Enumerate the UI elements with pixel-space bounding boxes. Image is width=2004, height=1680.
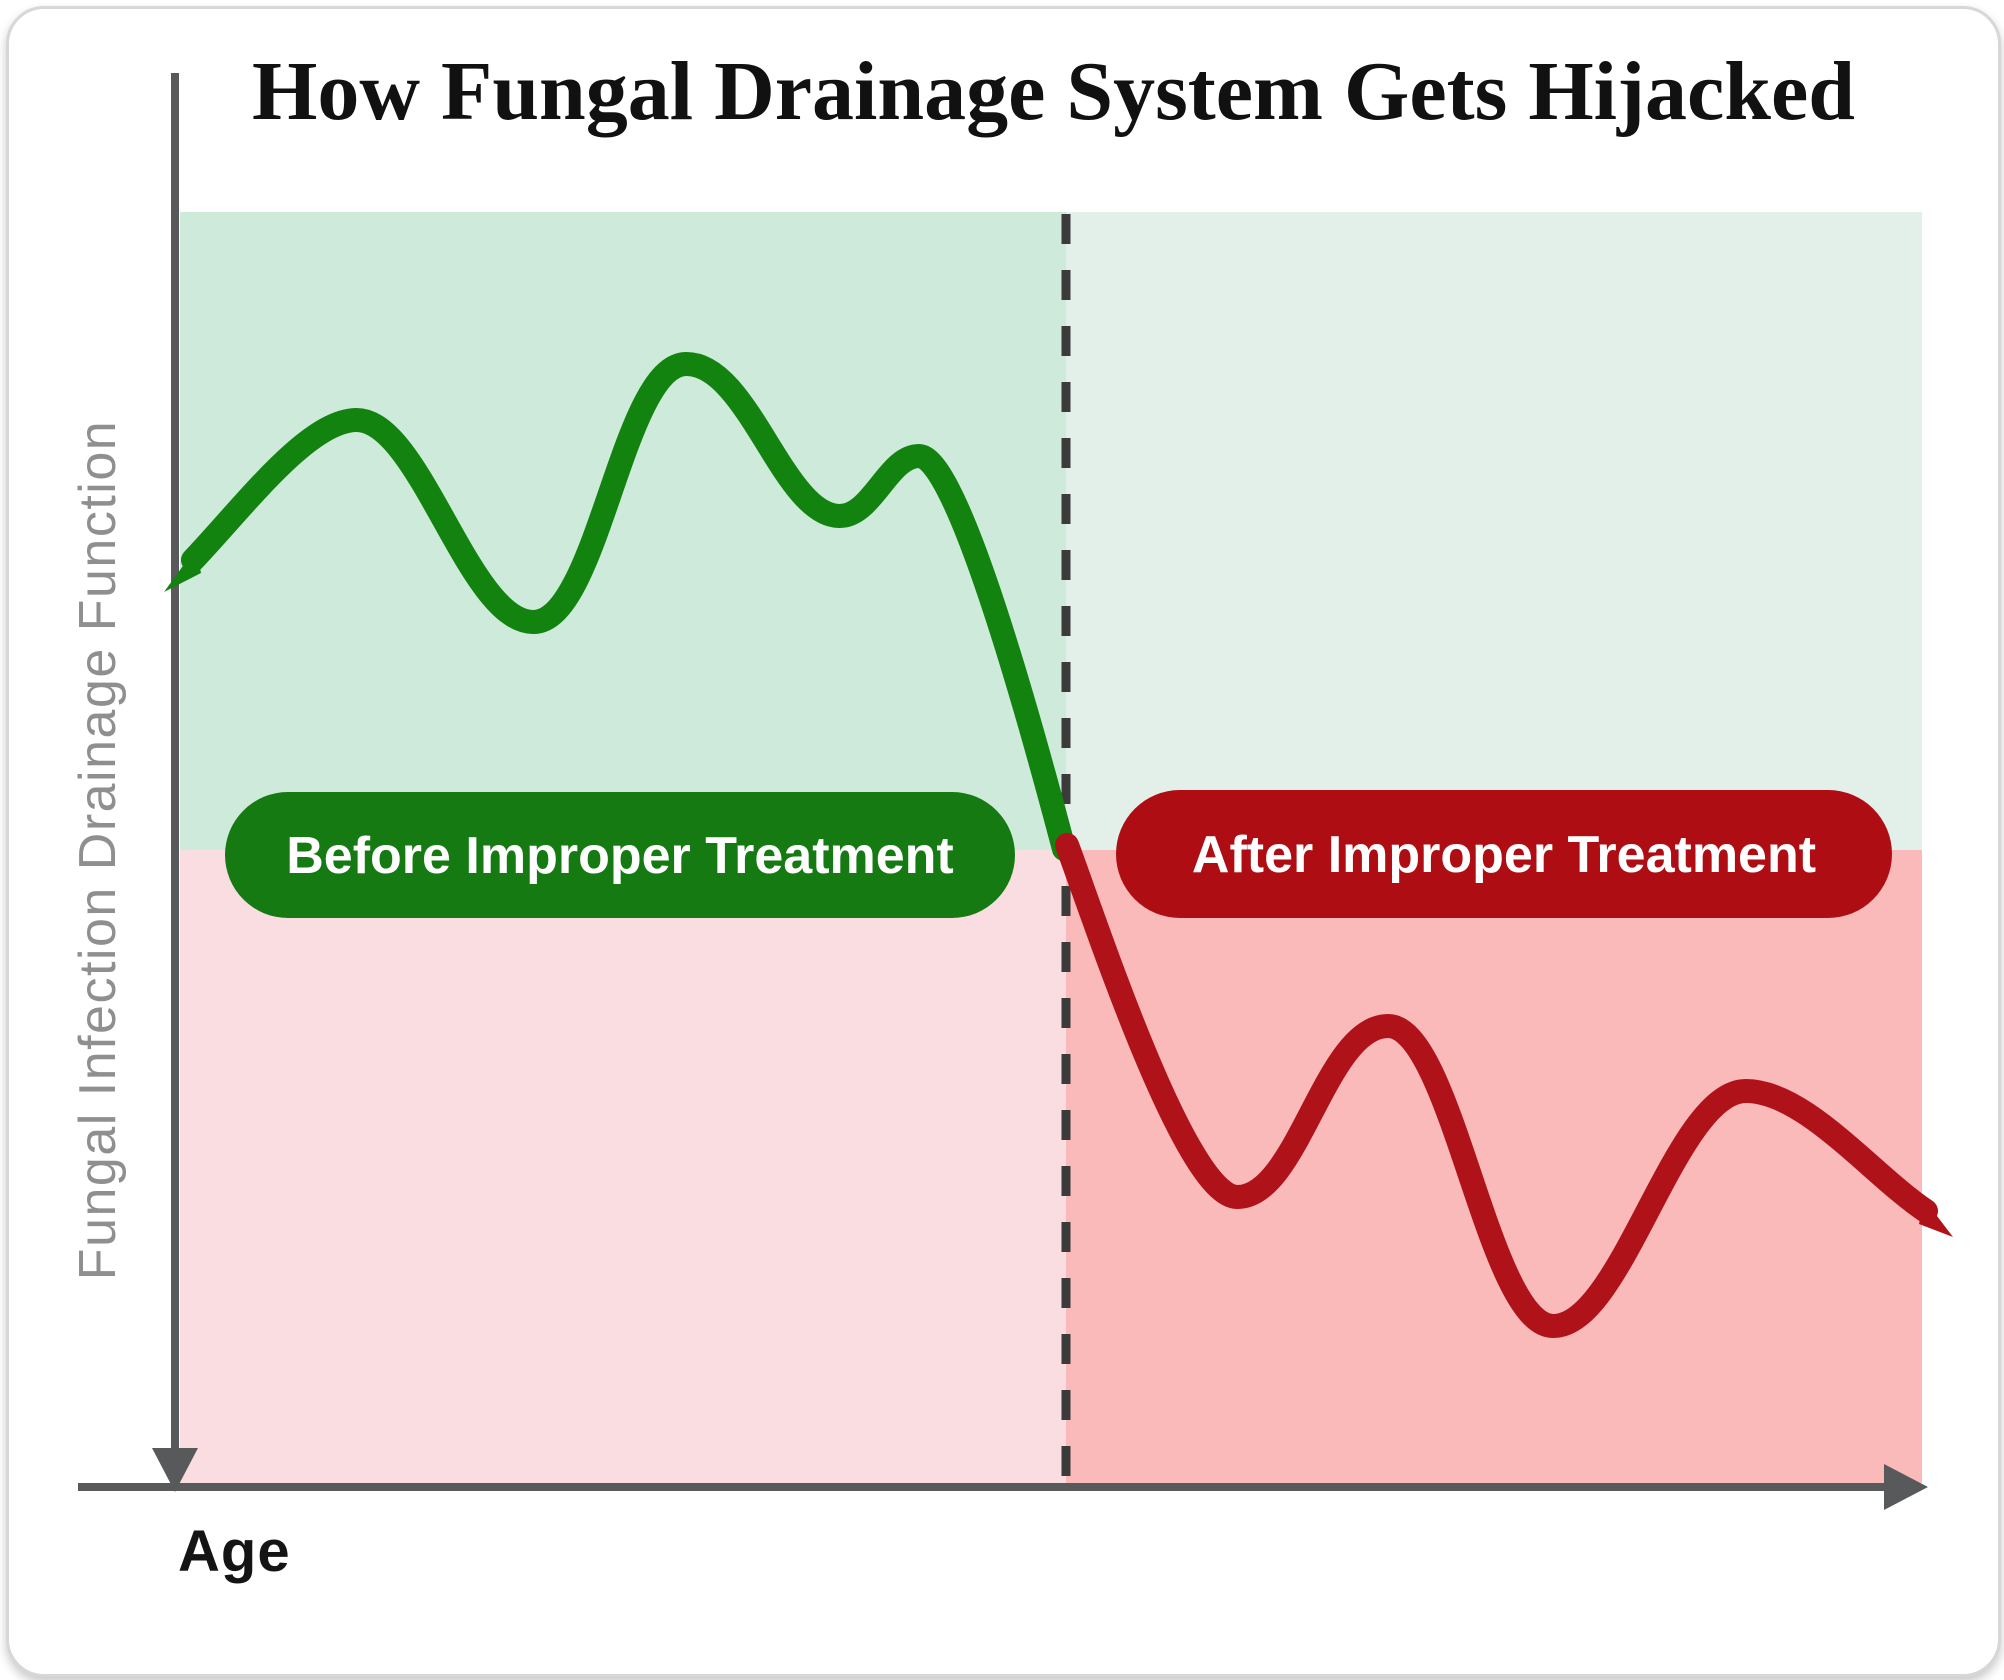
after-treatment-pill: [1116, 790, 1892, 918]
before-treatment-pill: [225, 792, 1015, 918]
before-treatment-curve: [181, 351, 1076, 861]
y-axis-arrowhead-icon: [152, 1448, 198, 1492]
chart-title: How Fungal Drainage System Gets Hijacked: [252, 45, 1855, 138]
before-treatment-pill-label: Before Improper Treatment: [286, 827, 954, 885]
before-curve-brush-tip-icon: [164, 548, 201, 592]
quadrant-top-left: [180, 212, 1066, 850]
x-axis-arrowhead-icon: [1884, 1464, 1928, 1510]
after-curve-brush-tip-icon: [1919, 1199, 1953, 1237]
quadrant-bottom-left: [180, 850, 1066, 1483]
quadrant-top-right: [1066, 212, 1922, 850]
after-treatment-pill-label: After Improper Treatment: [1192, 826, 1816, 884]
x-axis-label: Age: [178, 1519, 291, 1584]
after-treatment-curve: [1055, 833, 1938, 1339]
y-axis-label: Fungal Infection Drainage Function: [69, 419, 127, 1281]
